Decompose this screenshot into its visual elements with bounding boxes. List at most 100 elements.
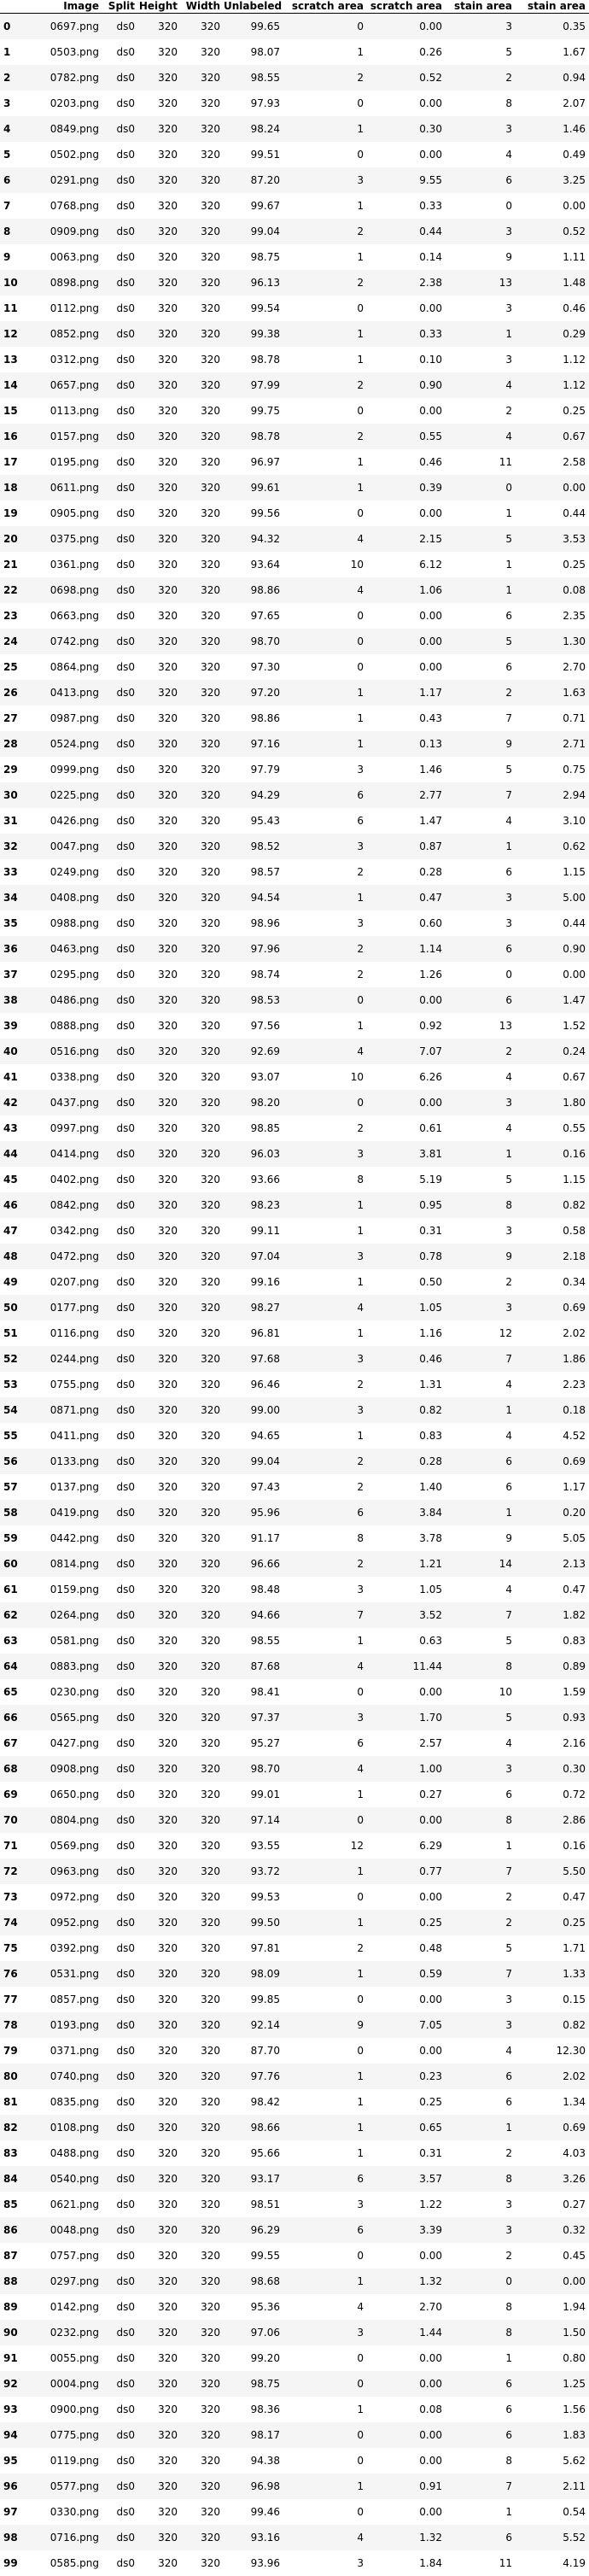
unlabeled-cell: 93.96 [224, 2550, 283, 2576]
unlabeled-cell: 98.55 [224, 65, 283, 91]
scratch-count-cell: 1 [283, 1192, 367, 1218]
row-index: 31 [0, 808, 41, 834]
stain-area-cell: 0.00 [516, 962, 589, 987]
image-cell: 0408.png [41, 885, 102, 910]
unlabeled-cell: 94.66 [224, 1602, 283, 1628]
split-cell: ds0 [102, 65, 138, 91]
height-cell: 320 [138, 808, 181, 834]
row-index: 43 [0, 1115, 41, 1141]
stain-count-cell: 3 [446, 1756, 516, 1782]
stain-count-cell: 6 [446, 987, 516, 1013]
image-cell: 0775.png [41, 2422, 102, 2448]
stain-area-cell: 2.18 [516, 1244, 589, 1269]
stain-area-cell: 1.59 [516, 1679, 589, 1705]
image-cell: 0225.png [41, 782, 102, 808]
height-cell: 320 [138, 1961, 181, 1987]
stain-count-cell: 4 [446, 1730, 516, 1756]
height-cell: 320 [138, 1192, 181, 1218]
scratch-area-cell: 0.00 [367, 14, 446, 40]
column-header-scratch-area: scratch area [367, 0, 446, 14]
scratch-area-cell: 0.00 [367, 603, 446, 629]
unlabeled-cell: 99.50 [224, 1910, 283, 1935]
stain-count-cell: 3 [446, 116, 516, 142]
unlabeled-cell: 97.30 [224, 654, 283, 680]
split-cell: ds0 [102, 962, 138, 987]
height-cell: 320 [138, 757, 181, 782]
width-cell: 320 [181, 2064, 224, 2089]
scratch-count-cell: 1 [283, 1859, 367, 1884]
scratch-count-cell: 1 [283, 1320, 367, 1346]
height-cell: 320 [138, 1090, 181, 1115]
height-cell: 320 [138, 2499, 181, 2525]
column-header-unlabeled: Unlabeled [224, 0, 283, 14]
image-cell: 0621.png [41, 2192, 102, 2217]
stain-area-cell: 0.45 [516, 2243, 589, 2269]
height-cell: 320 [138, 1346, 181, 1372]
row-index: 36 [0, 936, 41, 962]
height-cell: 320 [138, 2320, 181, 2345]
stain-area-cell: 2.58 [516, 449, 589, 475]
image-cell: 0908.png [41, 1756, 102, 1782]
split-cell: ds0 [102, 526, 138, 552]
stain-area-cell: 0.55 [516, 1115, 589, 1141]
stain-area-cell: 0.54 [516, 2499, 589, 2525]
unlabeled-cell: 99.16 [224, 1269, 283, 1295]
row-index: 14 [0, 372, 41, 398]
row-index: 52 [0, 1346, 41, 1372]
width-cell: 320 [181, 1090, 224, 1115]
stain-count-cell: 7 [446, 2474, 516, 2499]
row-index: 8 [0, 219, 41, 244]
split-cell: ds0 [102, 1730, 138, 1756]
stain-area-cell: 4.52 [516, 1423, 589, 1449]
row-index: 11 [0, 296, 41, 321]
scratch-count-cell: 2 [283, 1449, 367, 1474]
scratch-area-cell: 0.43 [367, 705, 446, 731]
width-cell: 320 [181, 1525, 224, 1551]
height-cell: 320 [138, 1423, 181, 1449]
stain-area-cell: 0.24 [516, 1039, 589, 1064]
scratch-area-cell: 0.08 [367, 2397, 446, 2422]
stain-count-cell: 2 [446, 398, 516, 424]
scratch-area-cell: 2.57 [367, 1730, 446, 1756]
unlabeled-cell: 97.76 [224, 2064, 283, 2089]
split-cell: ds0 [102, 705, 138, 731]
split-cell: ds0 [102, 1859, 138, 1884]
stain-area-cell: 1.63 [516, 680, 589, 705]
unlabeled-cell: 96.03 [224, 1141, 283, 1167]
height-cell: 320 [138, 501, 181, 526]
scratch-count-cell: 1 [283, 2140, 367, 2166]
stain-area-cell: 1.67 [516, 39, 589, 65]
height-cell: 320 [138, 270, 181, 296]
scratch-count-cell: 0 [283, 2243, 367, 2269]
width-cell: 320 [181, 2269, 224, 2294]
stain-count-cell: 5 [446, 1705, 516, 1730]
height-cell: 320 [138, 1987, 181, 2012]
scratch-area-cell: 0.65 [367, 2115, 446, 2140]
row-index: 82 [0, 2115, 41, 2140]
stain-count-cell: 10 [446, 1679, 516, 1705]
stain-area-cell: 1.12 [516, 372, 589, 398]
stain-area-cell: 0.25 [516, 1910, 589, 1935]
column-header-stain-area: stain area [516, 0, 589, 14]
scratch-count-cell: 0 [283, 2422, 367, 2448]
row-index: 46 [0, 1192, 41, 1218]
unlabeled-cell: 98.53 [224, 987, 283, 1013]
image-cell: 0698.png [41, 577, 102, 603]
width-cell: 320 [181, 2320, 224, 2345]
scratch-count-cell: 1 [283, 39, 367, 65]
height-cell: 320 [138, 1833, 181, 1859]
stain-area-cell: 5.50 [516, 1859, 589, 1884]
width-cell: 320 [181, 372, 224, 398]
height-cell: 320 [138, 603, 181, 629]
scratch-area-cell: 0.27 [367, 1782, 446, 1807]
